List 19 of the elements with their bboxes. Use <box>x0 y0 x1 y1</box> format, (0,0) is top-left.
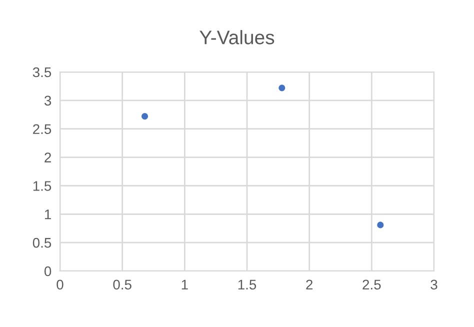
point <box>141 113 148 120</box>
y-tick-label: 0 <box>44 266 52 276</box>
chart-title: Y-Values <box>200 30 274 44</box>
x-tick-label: 0.5 <box>113 280 132 290</box>
point <box>377 222 384 228</box>
x-tick-label: 3 <box>430 280 438 290</box>
y-tick-label: 3 <box>44 96 52 106</box>
y-tick-label: 3.5 <box>32 67 52 78</box>
y-tick-label: 2.5 <box>33 124 52 134</box>
y-tick-label: 2 <box>44 152 51 162</box>
x-tick-label: 0 <box>56 280 64 290</box>
x-tick-label: 2.5 <box>362 280 381 290</box>
x-tick-label: 2 <box>306 280 312 290</box>
x-tick-label: 1.5 <box>238 280 256 290</box>
y-tick-label: 1.5 <box>33 181 52 191</box>
x-tick-label: 1 <box>182 280 188 290</box>
y-tick-label: 0.5 <box>32 238 52 248</box>
y-tick-label: 1 <box>45 210 51 220</box>
point <box>278 84 286 92</box>
